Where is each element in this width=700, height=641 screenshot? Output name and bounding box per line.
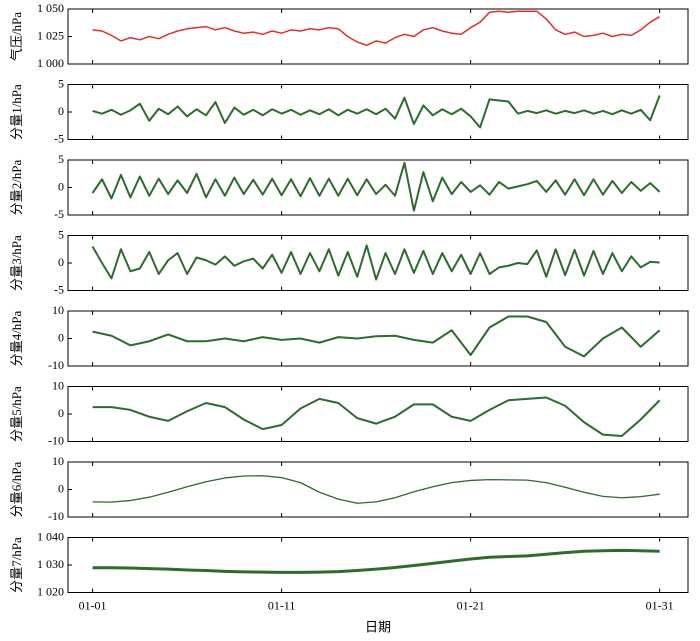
x-tick-label: 01-31: [646, 598, 674, 612]
y-axis-label: 分量2/hPa: [9, 159, 24, 215]
panel-frame: [67, 8, 689, 65]
y-tick-label: 5: [58, 227, 64, 241]
y-tick-label: 0: [58, 104, 64, 118]
y-axis-label: 分量1/hPa: [9, 84, 24, 140]
x-tick-label: 01-21: [457, 598, 485, 612]
series-line: [92, 396, 661, 437]
series-line: [91, 161, 661, 212]
y-tick-label: 1 030: [37, 557, 64, 571]
y-tick-label: 10: [52, 454, 64, 468]
x-axis-label: 日期: [365, 619, 391, 634]
y-axis-label: 分量6/hPa: [9, 461, 24, 517]
y-tick-label: 1 050: [37, 1, 64, 15]
y-tick-label: 0: [58, 179, 64, 193]
panel-frame: [67, 159, 689, 216]
series-line: [92, 10, 661, 47]
y-axis-label: 气压/hPa: [9, 12, 24, 61]
y-tick-label: 0: [58, 330, 64, 344]
y-tick-label: 0: [58, 255, 64, 269]
panel-frame: [67, 461, 689, 518]
series-line: [92, 95, 661, 129]
y-tick-label: -5: [54, 207, 64, 221]
y-tick-label: 0: [58, 406, 64, 420]
y-tick-label: 1 025: [37, 28, 64, 42]
y-axis-label: 分量3/hPa: [9, 235, 24, 291]
panel-frame: [67, 235, 689, 291]
x-tick-label: 01-11: [268, 598, 296, 612]
y-tick-label: -10: [48, 358, 64, 372]
y-tick-label: 0: [58, 481, 64, 495]
y-tick-label: 5: [58, 76, 64, 90]
y-tick-label: 1 020: [37, 584, 64, 598]
y-tick-label: -5: [54, 282, 64, 296]
y-tick-label: -5: [54, 131, 64, 145]
y-tick-label: 1 040: [37, 529, 64, 543]
y-tick-label: -10: [48, 433, 64, 447]
panel-frame: [67, 386, 689, 442]
series-line: [92, 475, 660, 504]
y-axis-label: 分量4/hPa: [9, 310, 24, 366]
series-line: [92, 315, 661, 358]
y-axis-label: 分量5/hPa: [9, 386, 24, 442]
y-tick-label: -10: [48, 509, 64, 523]
series-line: [92, 548, 660, 574]
panel-frame: [67, 537, 689, 593]
y-tick-label: 1 000: [37, 56, 64, 70]
panel-frame: [67, 310, 689, 367]
series-line: [91, 244, 660, 281]
y-tick-label: 10: [52, 303, 64, 317]
y-tick-label: 10: [52, 378, 64, 392]
y-axis-label: 分量7/hPa: [9, 537, 24, 593]
x-tick-label: 01-01: [79, 598, 107, 612]
y-tick-label: 5: [58, 152, 64, 166]
